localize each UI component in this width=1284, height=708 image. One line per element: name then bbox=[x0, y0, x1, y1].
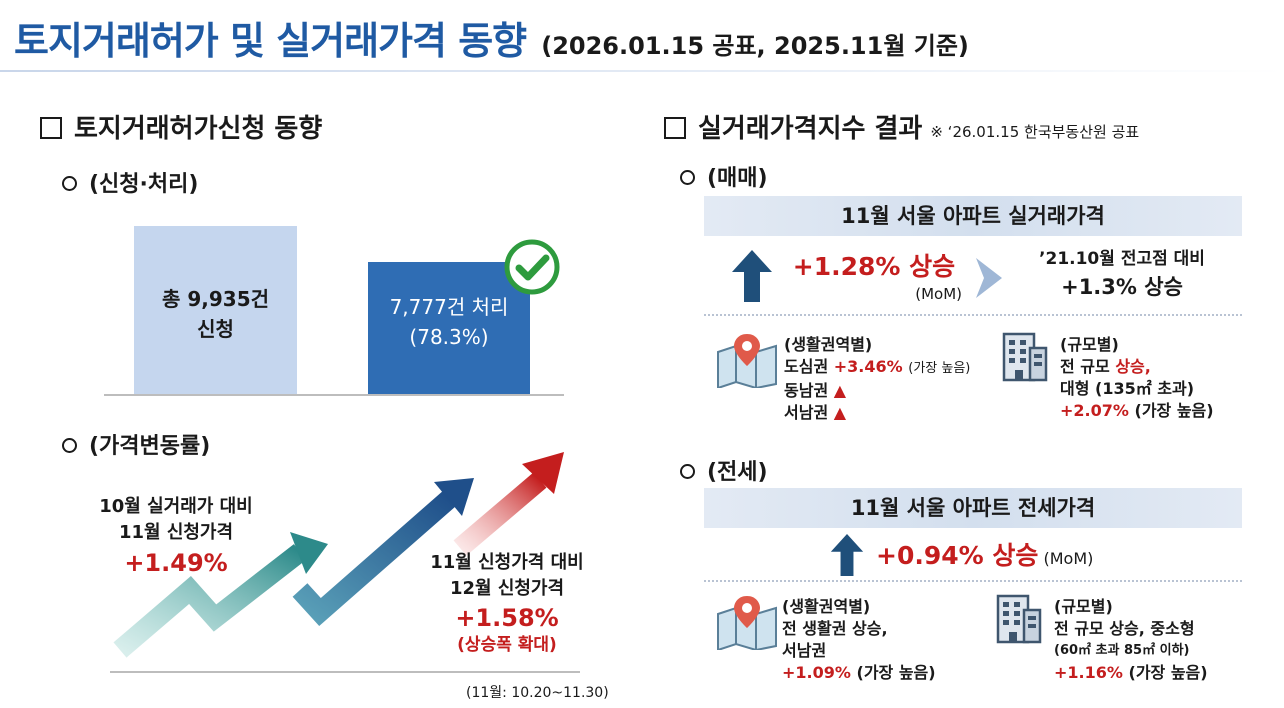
jeonse-change-value: +0.94% 상승 bbox=[876, 541, 1039, 570]
sale-change-value: +1.28% 상승 bbox=[792, 252, 956, 281]
sale-mom: (MoM) bbox=[915, 285, 962, 303]
header-divider bbox=[0, 70, 1284, 72]
total-bar-line2: 신청 bbox=[197, 317, 234, 341]
checkmark-icon bbox=[504, 239, 560, 295]
sale-peak-compare: ’21.10월 전고점 대비 +1.3% 상승 bbox=[1012, 246, 1232, 302]
teal-arrow bbox=[113, 544, 307, 658]
sale-banner: 11월 서울 아파트 실거래가격 bbox=[704, 196, 1242, 236]
navy-arrow-head bbox=[434, 478, 474, 516]
apply-heading: (신청·처리) bbox=[62, 166, 198, 198]
jeonse-mom: (MoM) bbox=[1043, 549, 1094, 568]
red-arrow bbox=[453, 472, 547, 556]
jeonse-change: +0.94% 상승 (MoM) bbox=[876, 536, 1093, 572]
red-arrow-head bbox=[522, 452, 564, 494]
navy-arrow bbox=[292, 490, 457, 626]
jeonse-size-value: +1.16% bbox=[1054, 663, 1123, 682]
teal-arrow-head bbox=[290, 532, 328, 574]
jeonse-banner: 11월 서울 아파트 전세가격 bbox=[704, 488, 1242, 528]
jeonse-heading: (전세) bbox=[680, 454, 768, 486]
nov-comparison-label: 11월 신청가격 대비 12월 신청가격 +1.58% (상승폭 확대) bbox=[412, 550, 602, 656]
map-pin-icon bbox=[717, 596, 777, 650]
nov-change-value: +1.58% bbox=[455, 604, 559, 632]
up-small-icon: ▲ bbox=[833, 403, 847, 422]
main-title: 토지거래허가 및 실거래가격 동향 bbox=[14, 19, 527, 63]
square-bullet-icon bbox=[40, 117, 62, 139]
region-top-value: +3.46% bbox=[833, 357, 903, 376]
nov-change-note: (상승폭 확대) bbox=[457, 635, 557, 655]
building-icon bbox=[996, 594, 1042, 644]
sale-change: +1.28% 상승 (MoM) bbox=[786, 250, 962, 304]
square-bullet-icon bbox=[664, 117, 686, 139]
total-applications-bar: 총 9,935건 신청 bbox=[134, 226, 297, 394]
up-arrow-icon bbox=[830, 534, 864, 576]
jeonse-region-block: (생활권역별) 전 생활권 상승, 서남권 +1.09% (가장 높음) bbox=[782, 597, 936, 682]
title-date: (2026.01.15 공표, 2025.11월 기준) bbox=[541, 32, 969, 60]
up-small-icon: ▲ bbox=[833, 381, 847, 400]
period-footnote: (11월: 10.20~11.30) bbox=[466, 685, 609, 701]
jeonse-region-value: +1.09% bbox=[782, 663, 851, 682]
bar-baseline bbox=[104, 394, 564, 396]
left-section-title: 토지거래허가신청 동향 bbox=[40, 108, 322, 145]
processed-bar-line2: (78.3%) bbox=[409, 325, 489, 349]
price-heading: (가격변동률) bbox=[62, 428, 210, 460]
jeonse-size-block: (규모별) 전 규모 상승, 중소형 (60㎡ 초과 85㎡ 이하) +1.16… bbox=[1054, 597, 1208, 682]
sale-peak-value: +1.3% 상승 bbox=[1061, 275, 1183, 299]
circle-bullet-icon bbox=[680, 170, 695, 185]
total-bar-line1: 총 9,935건 bbox=[161, 287, 270, 311]
up-arrow-icon bbox=[732, 250, 772, 302]
processed-bar-line1: 7,777건 처리 bbox=[389, 295, 509, 319]
processed-bar: 7,777건 처리 (78.3%) bbox=[368, 262, 530, 394]
circle-bullet-icon bbox=[62, 176, 77, 191]
rising-arrows-graphic bbox=[110, 452, 580, 673]
sale-size-block: (규모별) 전 규모 상승, 대형 (135㎡ 초과) +2.07% (가장 높… bbox=[1060, 335, 1214, 420]
sale-region-block: (생활권역별) 도심권 +3.46% (가장 높음) 동남권 ▲ 서남권 ▲ bbox=[784, 335, 971, 422]
jeonse-region-title: (생활권역별) bbox=[782, 597, 871, 616]
map-pin-icon bbox=[717, 334, 777, 388]
jeonse-size-title: (규모별) bbox=[1054, 597, 1113, 616]
source-note: ※ ‘26.01.15 한국부동산원 공표 bbox=[930, 123, 1140, 141]
sale-heading: (매매) bbox=[680, 160, 768, 192]
circle-bullet-icon bbox=[62, 438, 77, 453]
circle-bullet-icon bbox=[680, 464, 695, 479]
size-top-value: +2.07% bbox=[1060, 401, 1129, 420]
building-icon bbox=[1002, 332, 1048, 382]
oct-change-value: +1.49% bbox=[124, 549, 228, 577]
oct-comparison-label: 10월 실거래가 대비 11월 신청가격 +1.49% bbox=[76, 494, 276, 580]
sale-size-title: (규모별) bbox=[1060, 335, 1119, 354]
sale-divider bbox=[704, 314, 1242, 316]
sale-region-title: (생활권역별) bbox=[784, 335, 873, 354]
page-title: 토지거래허가 및 실거래가격 동향 (2026.01.15 공표, 2025.1… bbox=[14, 10, 969, 65]
right-section-title: 실거래가격지수 결과 ※ ‘26.01.15 한국부동산원 공표 bbox=[664, 108, 1139, 145]
jeonse-divider bbox=[704, 580, 1242, 582]
chevron-right-icon bbox=[976, 258, 1002, 298]
